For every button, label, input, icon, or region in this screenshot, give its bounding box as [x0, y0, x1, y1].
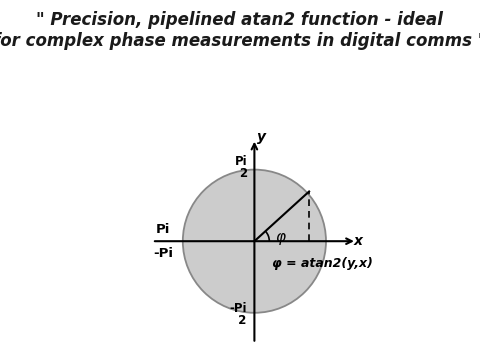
Text: x: x: [354, 234, 363, 248]
Text: -Pi: -Pi: [153, 247, 173, 260]
Text: φ = atan2(y,x): φ = atan2(y,x): [272, 257, 373, 270]
Text: y: y: [257, 130, 266, 144]
Text: Pi: Pi: [156, 223, 170, 236]
Circle shape: [183, 170, 326, 313]
Text: Pi
2: Pi 2: [235, 155, 248, 180]
Text: φ: φ: [276, 230, 285, 245]
Text: " Precision, pipelined atan2 function - ideal
for complex phase measurements in : " Precision, pipelined atan2 function - …: [0, 11, 480, 50]
Text: -Pi
  2: -Pi 2: [229, 302, 246, 327]
